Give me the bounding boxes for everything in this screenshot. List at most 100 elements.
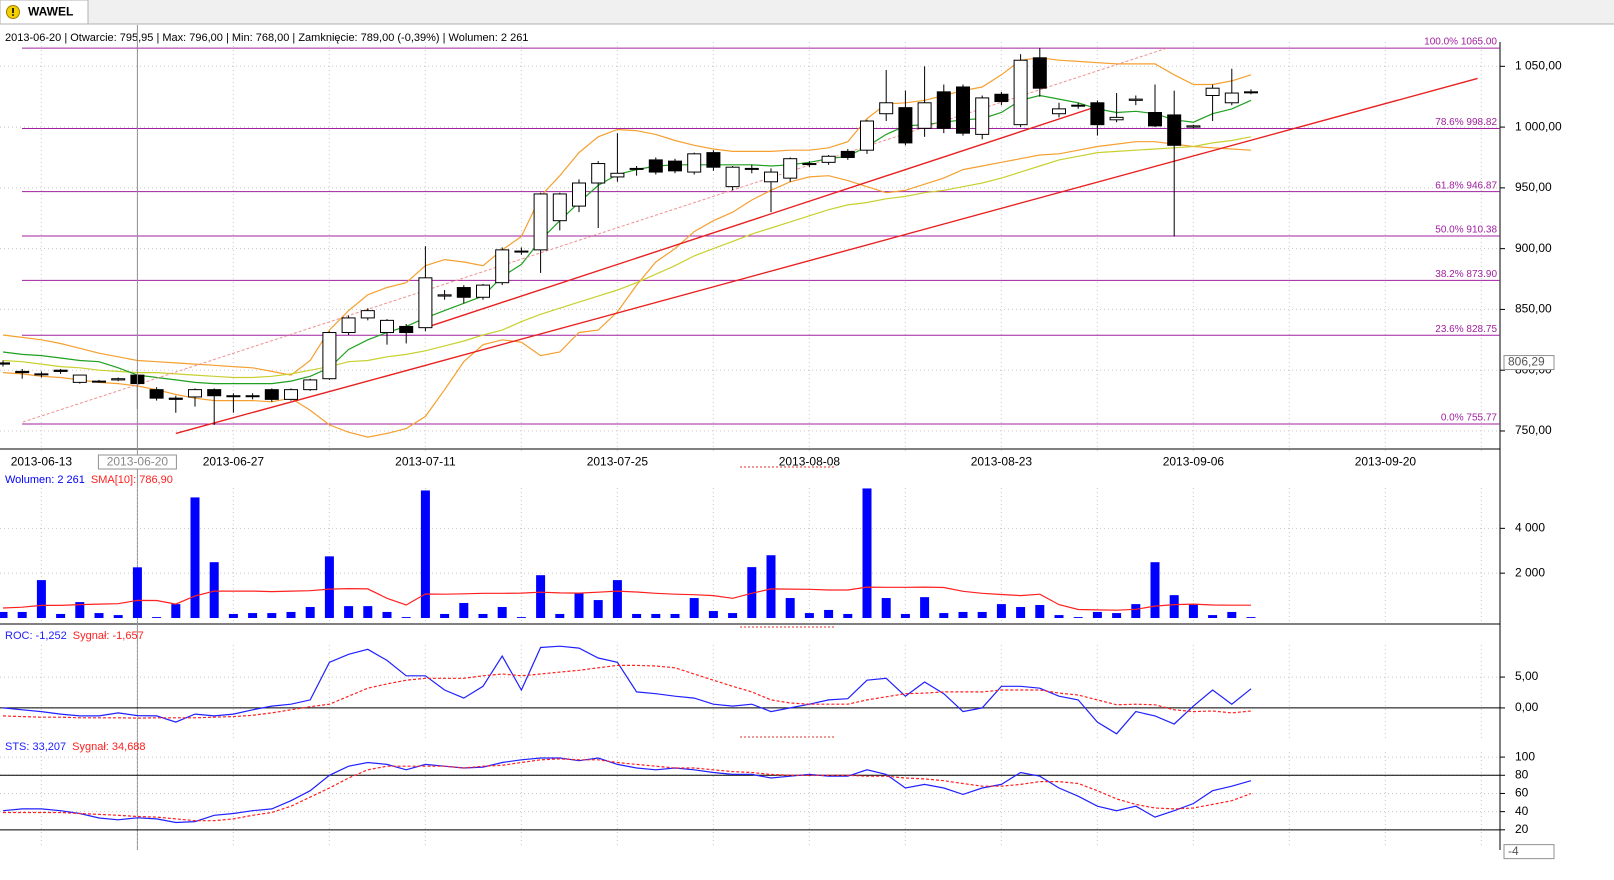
candle-body xyxy=(552,193,567,222)
candle-body xyxy=(860,120,874,151)
y-tick-label: 1 050,00 xyxy=(1515,58,1562,72)
candle-body xyxy=(610,172,625,178)
candle-body xyxy=(1128,98,1143,101)
candle-body xyxy=(418,277,433,329)
volume-bar xyxy=(248,613,258,618)
indicator-line xyxy=(2,141,1252,438)
volume-bar xyxy=(324,556,334,618)
trend-line xyxy=(175,77,1478,435)
y-tick-label: 2 000 xyxy=(1515,565,1545,579)
cursor-date-box xyxy=(97,454,177,470)
candle-body xyxy=(341,317,356,334)
volume-bar xyxy=(17,611,27,618)
x-tick-label: 2013-06-13 xyxy=(11,455,73,469)
candle-body xyxy=(15,370,30,374)
tab[interactable] xyxy=(0,0,89,25)
candle-body xyxy=(1109,116,1124,121)
candle-body xyxy=(495,249,510,284)
volume-bar xyxy=(209,562,219,618)
candle-body xyxy=(226,395,241,398)
volume-bar xyxy=(420,490,430,618)
volume-bar xyxy=(113,615,123,618)
volume-bar xyxy=(728,613,738,618)
fib-level-label: 0.0% 755.77 xyxy=(1441,413,1498,424)
legend-entry: SMA[10]: 786,90 xyxy=(91,474,173,486)
volume-bar xyxy=(1016,607,1026,618)
y-tick-label: 750,00 xyxy=(1515,423,1552,437)
candle-body xyxy=(706,152,721,168)
volume-bar xyxy=(1169,595,1179,618)
y-tick-label: 950,00 xyxy=(1515,180,1552,194)
volume-bar xyxy=(843,613,853,618)
indicator-line xyxy=(2,57,1252,376)
indicator-line xyxy=(2,645,1252,735)
candle-body xyxy=(303,379,318,391)
volume-bar xyxy=(1073,617,1083,618)
candle-body xyxy=(0,362,10,365)
volume-bar xyxy=(939,613,949,618)
candle-body xyxy=(648,159,663,173)
candle-body xyxy=(783,158,798,179)
volume-bar xyxy=(1131,604,1141,618)
candle-body xyxy=(821,155,836,163)
trend-line xyxy=(22,47,1167,423)
volume-bar xyxy=(305,607,315,618)
volume-bar xyxy=(94,613,104,618)
volume-bar xyxy=(497,607,507,618)
candle-body xyxy=(456,287,471,298)
volume-bar xyxy=(1092,611,1102,618)
candle-body xyxy=(725,166,740,188)
candle-body xyxy=(917,102,932,129)
candle-body xyxy=(1148,112,1162,127)
fib-level-label: 78.6% 998.82 xyxy=(1435,117,1497,128)
cursor-date-label: 2013-06-20 xyxy=(107,455,169,469)
candle-body xyxy=(322,332,337,380)
tab-icon-mark xyxy=(12,8,14,13)
candle-body xyxy=(1013,59,1028,126)
fib-level-label: 100.0% 1065.00 xyxy=(1424,37,1497,48)
candle-body xyxy=(188,389,202,398)
y-tick-label: 850,00 xyxy=(1515,302,1552,316)
volume-bar xyxy=(555,613,565,618)
volume-bar xyxy=(747,567,757,618)
candle-body xyxy=(687,153,702,173)
x-tick-label: 2013-07-25 xyxy=(587,455,649,469)
candle-body xyxy=(92,380,106,383)
volume-bar xyxy=(1246,617,1256,618)
x-tick-label: 2013-09-06 xyxy=(1163,455,1225,469)
y-tick-label: 20 xyxy=(1515,822,1529,836)
volume-bar xyxy=(670,613,680,618)
candle-body xyxy=(629,167,644,170)
legend-entry: Sygnał: 34,688 xyxy=(72,741,145,753)
volume-bar xyxy=(881,598,891,618)
candle-body xyxy=(1205,87,1220,96)
candle-body xyxy=(1167,114,1182,146)
legend-entry: Sygnał: -1,657 xyxy=(73,630,144,642)
volume-bar xyxy=(900,613,910,618)
volume-bar xyxy=(920,597,930,618)
candle-body xyxy=(591,163,606,184)
volume-bar xyxy=(958,611,968,618)
volume-bar xyxy=(977,611,987,618)
volume-bar xyxy=(593,600,603,618)
volume-bar xyxy=(651,613,661,618)
candle-body xyxy=(72,374,87,383)
y-tick-label: 40 xyxy=(1515,804,1529,818)
cursor-value-label: -4 xyxy=(1508,844,1519,858)
tab-bar xyxy=(0,0,1614,24)
trend-line xyxy=(425,107,1092,329)
y-tick-label: 5,00 xyxy=(1515,669,1539,683)
indicator-line xyxy=(2,94,1252,385)
legend-entry: Wolumen: 2 261 xyxy=(5,474,85,486)
candle-body xyxy=(360,310,375,319)
x-tick-label: 2013-08-08 xyxy=(779,455,841,469)
volume-bar xyxy=(785,598,795,618)
tab-title: WAWEL xyxy=(28,5,73,19)
candle-body xyxy=(1090,102,1105,126)
candle-body xyxy=(476,284,490,298)
y-tick-label: 4 000 xyxy=(1515,521,1545,535)
fib-level-label: 61.8% 946.87 xyxy=(1435,180,1497,191)
candle-body xyxy=(514,250,529,253)
candle-body xyxy=(572,182,586,207)
candle-body xyxy=(898,107,913,144)
